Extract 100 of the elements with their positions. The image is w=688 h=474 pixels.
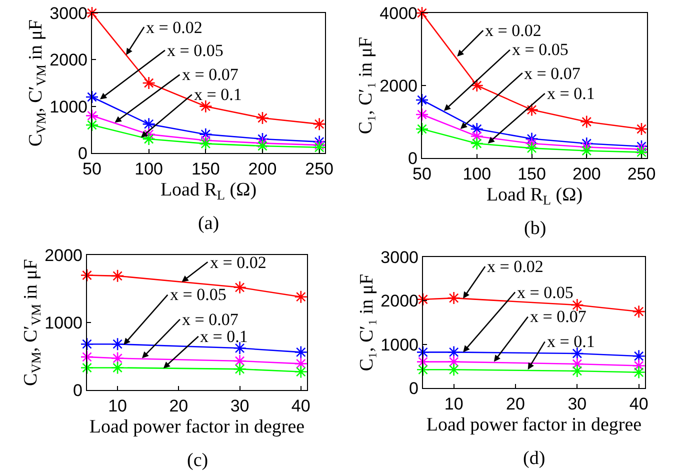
x-axis-title: Load power factor in degree: [426, 414, 642, 436]
text: (a): [198, 213, 220, 234]
point: [85, 90, 99, 104]
point: [256, 139, 270, 153]
point: [470, 78, 484, 92]
x-tick-label: 40: [629, 394, 648, 414]
point: [312, 135, 326, 148]
point: [233, 354, 246, 368]
x-tick-label: 100: [134, 160, 164, 178]
point: [233, 362, 246, 376]
point: [294, 365, 308, 378]
point: [570, 357, 584, 371]
point: [80, 361, 94, 374]
point: [110, 269, 124, 283]
annotation: x = 0.1: [547, 84, 595, 103]
point: [312, 117, 326, 131]
point: [570, 364, 584, 378]
point: [233, 280, 246, 294]
y-axis-title: C₁, C′₁ in μF: [356, 274, 378, 372]
text: (d): [523, 448, 546, 469]
point: [256, 136, 270, 150]
point: [294, 357, 308, 370]
x-tick-label: 30: [568, 394, 587, 414]
x-tick-label: 200: [572, 164, 601, 184]
x-tick-label: 20: [506, 394, 525, 414]
annotation: x = 0.07: [524, 64, 581, 83]
point: [634, 142, 648, 156]
annotation: x = 0.05: [517, 283, 574, 302]
y-tick-label: 2000: [380, 76, 418, 96]
point: [80, 337, 94, 351]
x-tick-label: 150: [191, 160, 220, 178]
annotation: x = 0.1: [547, 332, 595, 351]
x-axis-title: Load R$_{L}$ (Ω): [486, 184, 583, 208]
point: [142, 76, 156, 90]
point: [199, 134, 212, 148]
point: [634, 140, 648, 154]
point: [470, 122, 484, 136]
x-tick-label: 200: [248, 160, 277, 178]
x-tick-label: 10: [444, 394, 464, 414]
point: [580, 144, 594, 158]
annotation: x = 0.1: [200, 327, 248, 346]
annotation: x = 0.02: [485, 21, 542, 40]
point: [632, 359, 646, 372]
point: [470, 130, 484, 143]
point: [294, 290, 308, 304]
annotation: x = 0.02: [146, 18, 202, 37]
point: [447, 363, 460, 376]
x-tick-label: 30: [230, 396, 250, 416]
point: [110, 361, 124, 374]
point: [525, 103, 538, 116]
point: [525, 142, 538, 155]
point: [580, 115, 594, 128]
point: [80, 268, 94, 282]
point: [570, 346, 584, 360]
annotation: x = 0.02: [210, 253, 266, 272]
point: [85, 118, 99, 132]
y-tick-label: 3000: [380, 248, 418, 267]
point: [470, 136, 484, 150]
text: (b): [524, 218, 546, 239]
x-tick-label: 150: [518, 164, 546, 184]
point: [233, 342, 246, 355]
annotation: x = 0.05: [512, 40, 568, 59]
point: [416, 355, 430, 368]
x-tick-label: 250: [305, 160, 334, 178]
point: [634, 146, 648, 159]
y-axis-title: C₁, C′₁ in μF: [356, 36, 377, 134]
y-tick-label: 1000: [50, 97, 88, 116]
y-tick-label: 2000: [50, 50, 88, 70]
y-tick-label: 2000: [380, 292, 418, 311]
y-tick-label: 1000: [380, 335, 418, 354]
point: [312, 140, 326, 154]
point: [632, 349, 646, 363]
point: [416, 363, 430, 376]
point: [142, 132, 156, 146]
point: [80, 350, 94, 364]
point: [312, 138, 326, 152]
point: [256, 111, 270, 125]
text: (c): [187, 450, 208, 471]
x-tick-label: 100: [462, 164, 492, 184]
annotation: x = 0.07: [530, 307, 587, 326]
point: [634, 122, 648, 136]
x-axis-title: Load R$_{L}$ (Ω): [160, 179, 257, 202]
point: [199, 137, 212, 150]
point: [415, 108, 429, 122]
x-tick-label: 40: [291, 396, 310, 416]
annotation: x = 0.02: [487, 257, 544, 276]
annotation: x = 0.07: [182, 310, 239, 329]
point: [110, 337, 124, 351]
x-tick-label: 10: [108, 396, 128, 416]
point: [415, 93, 429, 107]
x-tick-label: 250: [627, 164, 656, 184]
y-tick-label: 2000: [44, 246, 82, 265]
annotation: x = 0.07: [182, 65, 239, 84]
x-tick-label: 20: [169, 396, 188, 416]
point: [447, 346, 460, 359]
y-tick-label: 0: [409, 378, 418, 398]
point: [632, 366, 646, 379]
point: [199, 100, 212, 113]
annotation: x = 0.05: [167, 41, 224, 60]
point: [447, 291, 460, 305]
